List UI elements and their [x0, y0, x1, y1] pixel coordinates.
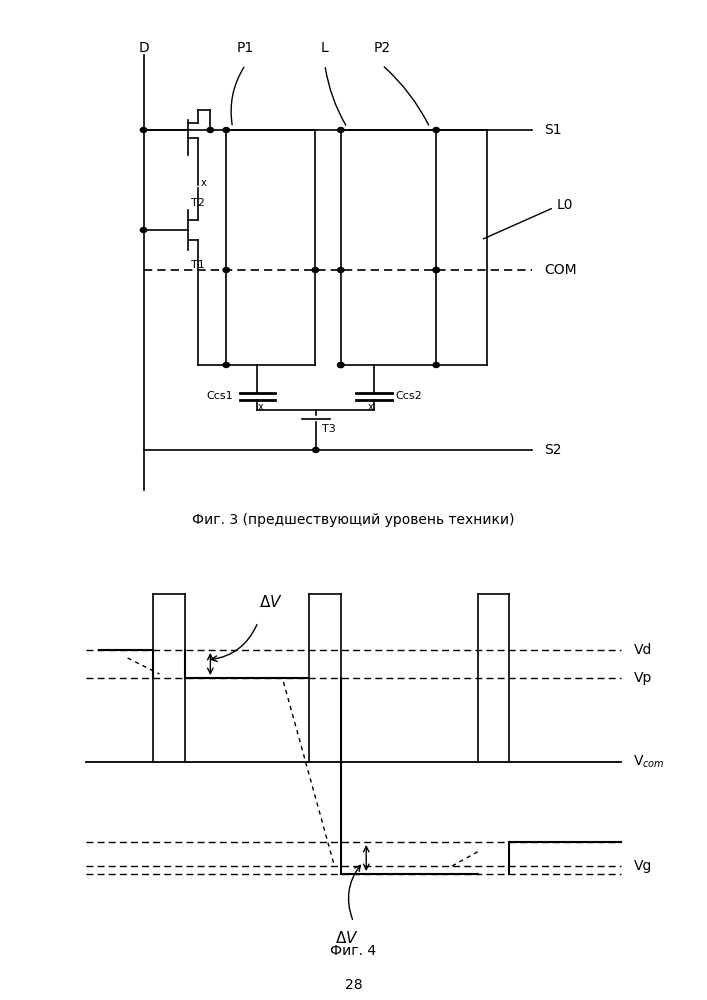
Circle shape	[223, 362, 230, 367]
Text: 28: 28	[345, 978, 362, 992]
Circle shape	[312, 267, 319, 272]
Text: Фиг. 3 (предшествующий уровень техники): Фиг. 3 (предшествующий уровень техники)	[192, 513, 515, 527]
Circle shape	[141, 127, 147, 132]
Circle shape	[338, 267, 344, 272]
Text: Ccs2: Ccs2	[395, 391, 422, 401]
Text: $\Delta V$: $\Delta V$	[259, 594, 283, 610]
Text: T1: T1	[191, 260, 205, 270]
Text: P1: P1	[237, 41, 254, 55]
Text: x: x	[258, 402, 264, 412]
Text: Vd: Vd	[633, 643, 652, 657]
Text: L0: L0	[557, 198, 573, 212]
Text: D: D	[138, 41, 149, 55]
Circle shape	[223, 267, 230, 272]
Text: P2: P2	[373, 41, 391, 55]
Circle shape	[433, 362, 440, 367]
Text: S1: S1	[544, 123, 562, 137]
Text: $\Delta V$: $\Delta V$	[335, 930, 359, 946]
Circle shape	[433, 127, 440, 132]
Text: V$_{com}$: V$_{com}$	[633, 754, 665, 770]
Circle shape	[207, 127, 214, 132]
Text: Vg: Vg	[633, 859, 652, 873]
Text: Фиг. 4: Фиг. 4	[330, 944, 377, 958]
Circle shape	[433, 267, 440, 272]
Circle shape	[338, 127, 344, 132]
Text: L: L	[321, 41, 329, 55]
Text: x: x	[368, 402, 374, 412]
Text: COM: COM	[544, 263, 577, 277]
Circle shape	[338, 362, 344, 367]
Circle shape	[141, 228, 147, 232]
Circle shape	[223, 127, 230, 132]
Text: Vp: Vp	[633, 671, 652, 685]
Circle shape	[312, 448, 319, 452]
Text: x: x	[201, 178, 206, 188]
Circle shape	[338, 362, 344, 367]
Text: S2: S2	[544, 443, 562, 457]
Text: T3: T3	[322, 424, 336, 434]
Text: Ccs1: Ccs1	[206, 391, 233, 401]
Text: T2: T2	[191, 198, 205, 208]
Circle shape	[433, 267, 440, 272]
